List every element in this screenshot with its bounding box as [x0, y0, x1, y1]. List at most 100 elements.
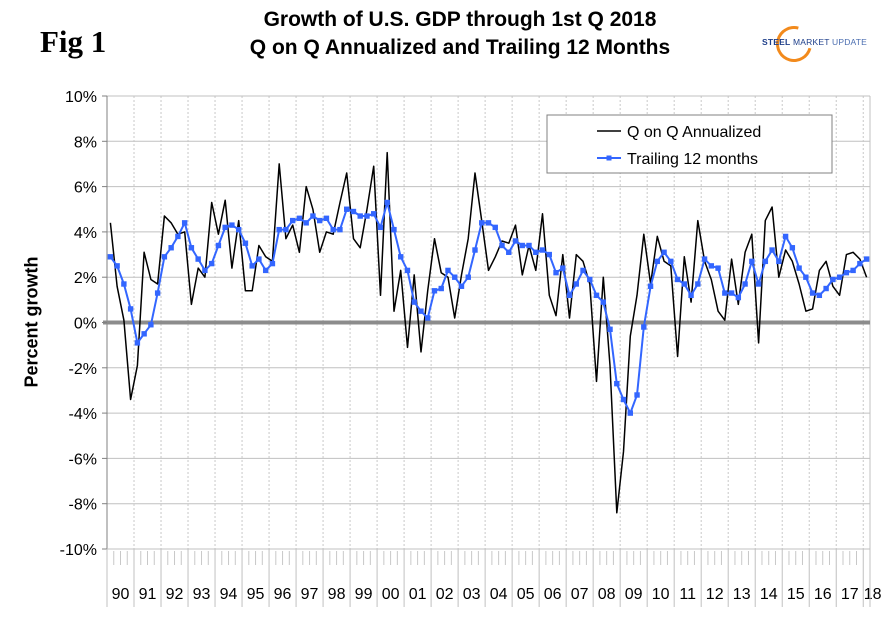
trailing-12-months-point [208, 260, 215, 267]
trailing-12-months-point [127, 306, 134, 312]
x-tick-label: 10 [652, 586, 670, 603]
trailing-12-months-point [816, 292, 823, 299]
trailing-12-months-point [262, 267, 269, 274]
trailing-12-months-point [654, 258, 661, 265]
trailing-12-months-point [215, 242, 222, 249]
trailing-12-months-point [499, 242, 505, 249]
y-tick-label: -6% [69, 451, 97, 468]
x-tick-label: 13 [733, 586, 751, 603]
x-tick-label: 01 [409, 586, 427, 603]
trailing-12-months-point [796, 265, 802, 271]
trailing-12-months-point [188, 245, 195, 251]
trailing-12-months-point [566, 292, 573, 299]
trailing-12-months-point [431, 288, 438, 294]
trailing-12-months-point [175, 233, 181, 240]
trailing-12-months-point [472, 247, 478, 253]
trailing-12-months-point [546, 251, 552, 258]
trailing-12-months-point [330, 226, 336, 233]
x-tick-label: 05 [517, 586, 535, 603]
trailing-12-months-point [452, 274, 458, 280]
trailing-12-months-point [316, 217, 323, 224]
y-tick-label: 6% [74, 180, 97, 197]
legend-label-trailing: Trailing 12 months [627, 151, 758, 168]
vertical-gridlines [133, 96, 864, 549]
x-tick-label: 92 [166, 586, 184, 603]
trailing-12-months-point [519, 242, 525, 249]
logo-text: STEEL MARKET UPDATE [762, 37, 867, 47]
series-line-trailing-12-months [109, 201, 868, 415]
logo-word-update: UPDATE [832, 37, 868, 47]
trailing-12-months-point [708, 263, 715, 269]
trailing-12-months-point [121, 281, 127, 287]
y-tick-label: -2% [69, 361, 97, 378]
trailing-12-months-point [526, 242, 532, 249]
trailing-12-months-point [161, 254, 168, 260]
trailing-12-months-point [823, 285, 829, 292]
trailing-12-months-point [391, 226, 397, 233]
trailing-12-months-point [411, 299, 417, 305]
trailing-12-months-point [141, 331, 147, 337]
trailing-12-months-point [553, 269, 559, 276]
trailing-12-months-point [344, 206, 350, 212]
trailing-12-months-point [114, 263, 120, 269]
trailing-12-months-point [134, 340, 141, 346]
trailing-12-months-point [857, 260, 863, 267]
trailing-12-months-point [587, 276, 593, 283]
trailing-12-months-point [276, 226, 282, 233]
trailing-12-months-point [560, 265, 566, 271]
x-tick-label: 09 [625, 586, 643, 603]
trailing-12-months-point [350, 208, 357, 215]
trailing-12-months-point [323, 215, 330, 222]
trailing-12-months-point [762, 258, 769, 265]
trailing-12-months-point [614, 380, 620, 387]
trailing-12-months-point [222, 224, 228, 231]
trailing-12-months-point [303, 220, 309, 226]
x-tick-label: 98 [328, 586, 346, 603]
trailing-12-months-point [357, 213, 363, 219]
x-tick-label: 02 [436, 586, 454, 603]
trailing-12-months-point [506, 249, 512, 255]
series-layer [107, 151, 870, 514]
trailing-12-months-point [202, 267, 208, 274]
y-tick-label: 10% [65, 89, 97, 106]
trailing-12-months-point [722, 290, 728, 296]
y-tick-label: 4% [74, 225, 97, 242]
trailing-12-months-point [235, 226, 242, 233]
x-tick-label: 90 [112, 586, 130, 603]
x-tick-label: 15 [787, 586, 805, 603]
trailing-12-months-point [283, 226, 289, 233]
x-tick-label: 07 [571, 586, 589, 603]
trailing-12-months-point [803, 274, 809, 280]
trailing-12-months-point [809, 290, 816, 296]
trailing-12-months-point [573, 281, 579, 287]
x-axis-ticks: 90 91 92 93 94 95 96 97 98 99 00 01 02 03 04 05 06 07 08 09… [106, 549, 882, 607]
trailing-12-months-point [627, 410, 633, 416]
trailing-12-months-point [749, 258, 755, 265]
y-tick-label: 2% [74, 270, 97, 287]
trailing-12-months-point [195, 256, 201, 262]
trailing-12-months-point [371, 211, 377, 217]
x-tick-label: 99 [355, 586, 373, 603]
trailing-12-months-point [384, 199, 390, 206]
trailing-12-months-point [742, 281, 748, 287]
chart-subtitle: Q on Q Annualized and Trailing 12 Months [249, 36, 671, 59]
trailing-12-months-point [789, 245, 796, 251]
trailing-12-months-point [735, 294, 742, 301]
chart-title: Growth of U.S. GDP through 1st Q 2018 [263, 8, 657, 31]
logo-word-market: MARKET [792, 37, 830, 47]
trailing-12-months-point [425, 315, 431, 321]
trailing-12-months-point [492, 224, 498, 231]
trailing-12-months-point [755, 281, 762, 287]
trailing-12-months-point [728, 290, 735, 296]
trailing-12-months-point [289, 217, 296, 224]
trailing-12-months-point [181, 220, 188, 226]
x-tick-label: 91 [139, 586, 157, 603]
trailing-12-months-point [830, 276, 836, 283]
trailing-12-months-point [485, 220, 492, 226]
trailing-12-months-point [242, 240, 249, 246]
trailing-12-months-point [337, 226, 343, 233]
legend: Q on Q Annualized Trailing 12 months [546, 114, 833, 174]
legend-marker-trailing [606, 155, 612, 161]
trailing-12-months-point [445, 267, 451, 274]
trailing-12-months-point [168, 245, 174, 251]
